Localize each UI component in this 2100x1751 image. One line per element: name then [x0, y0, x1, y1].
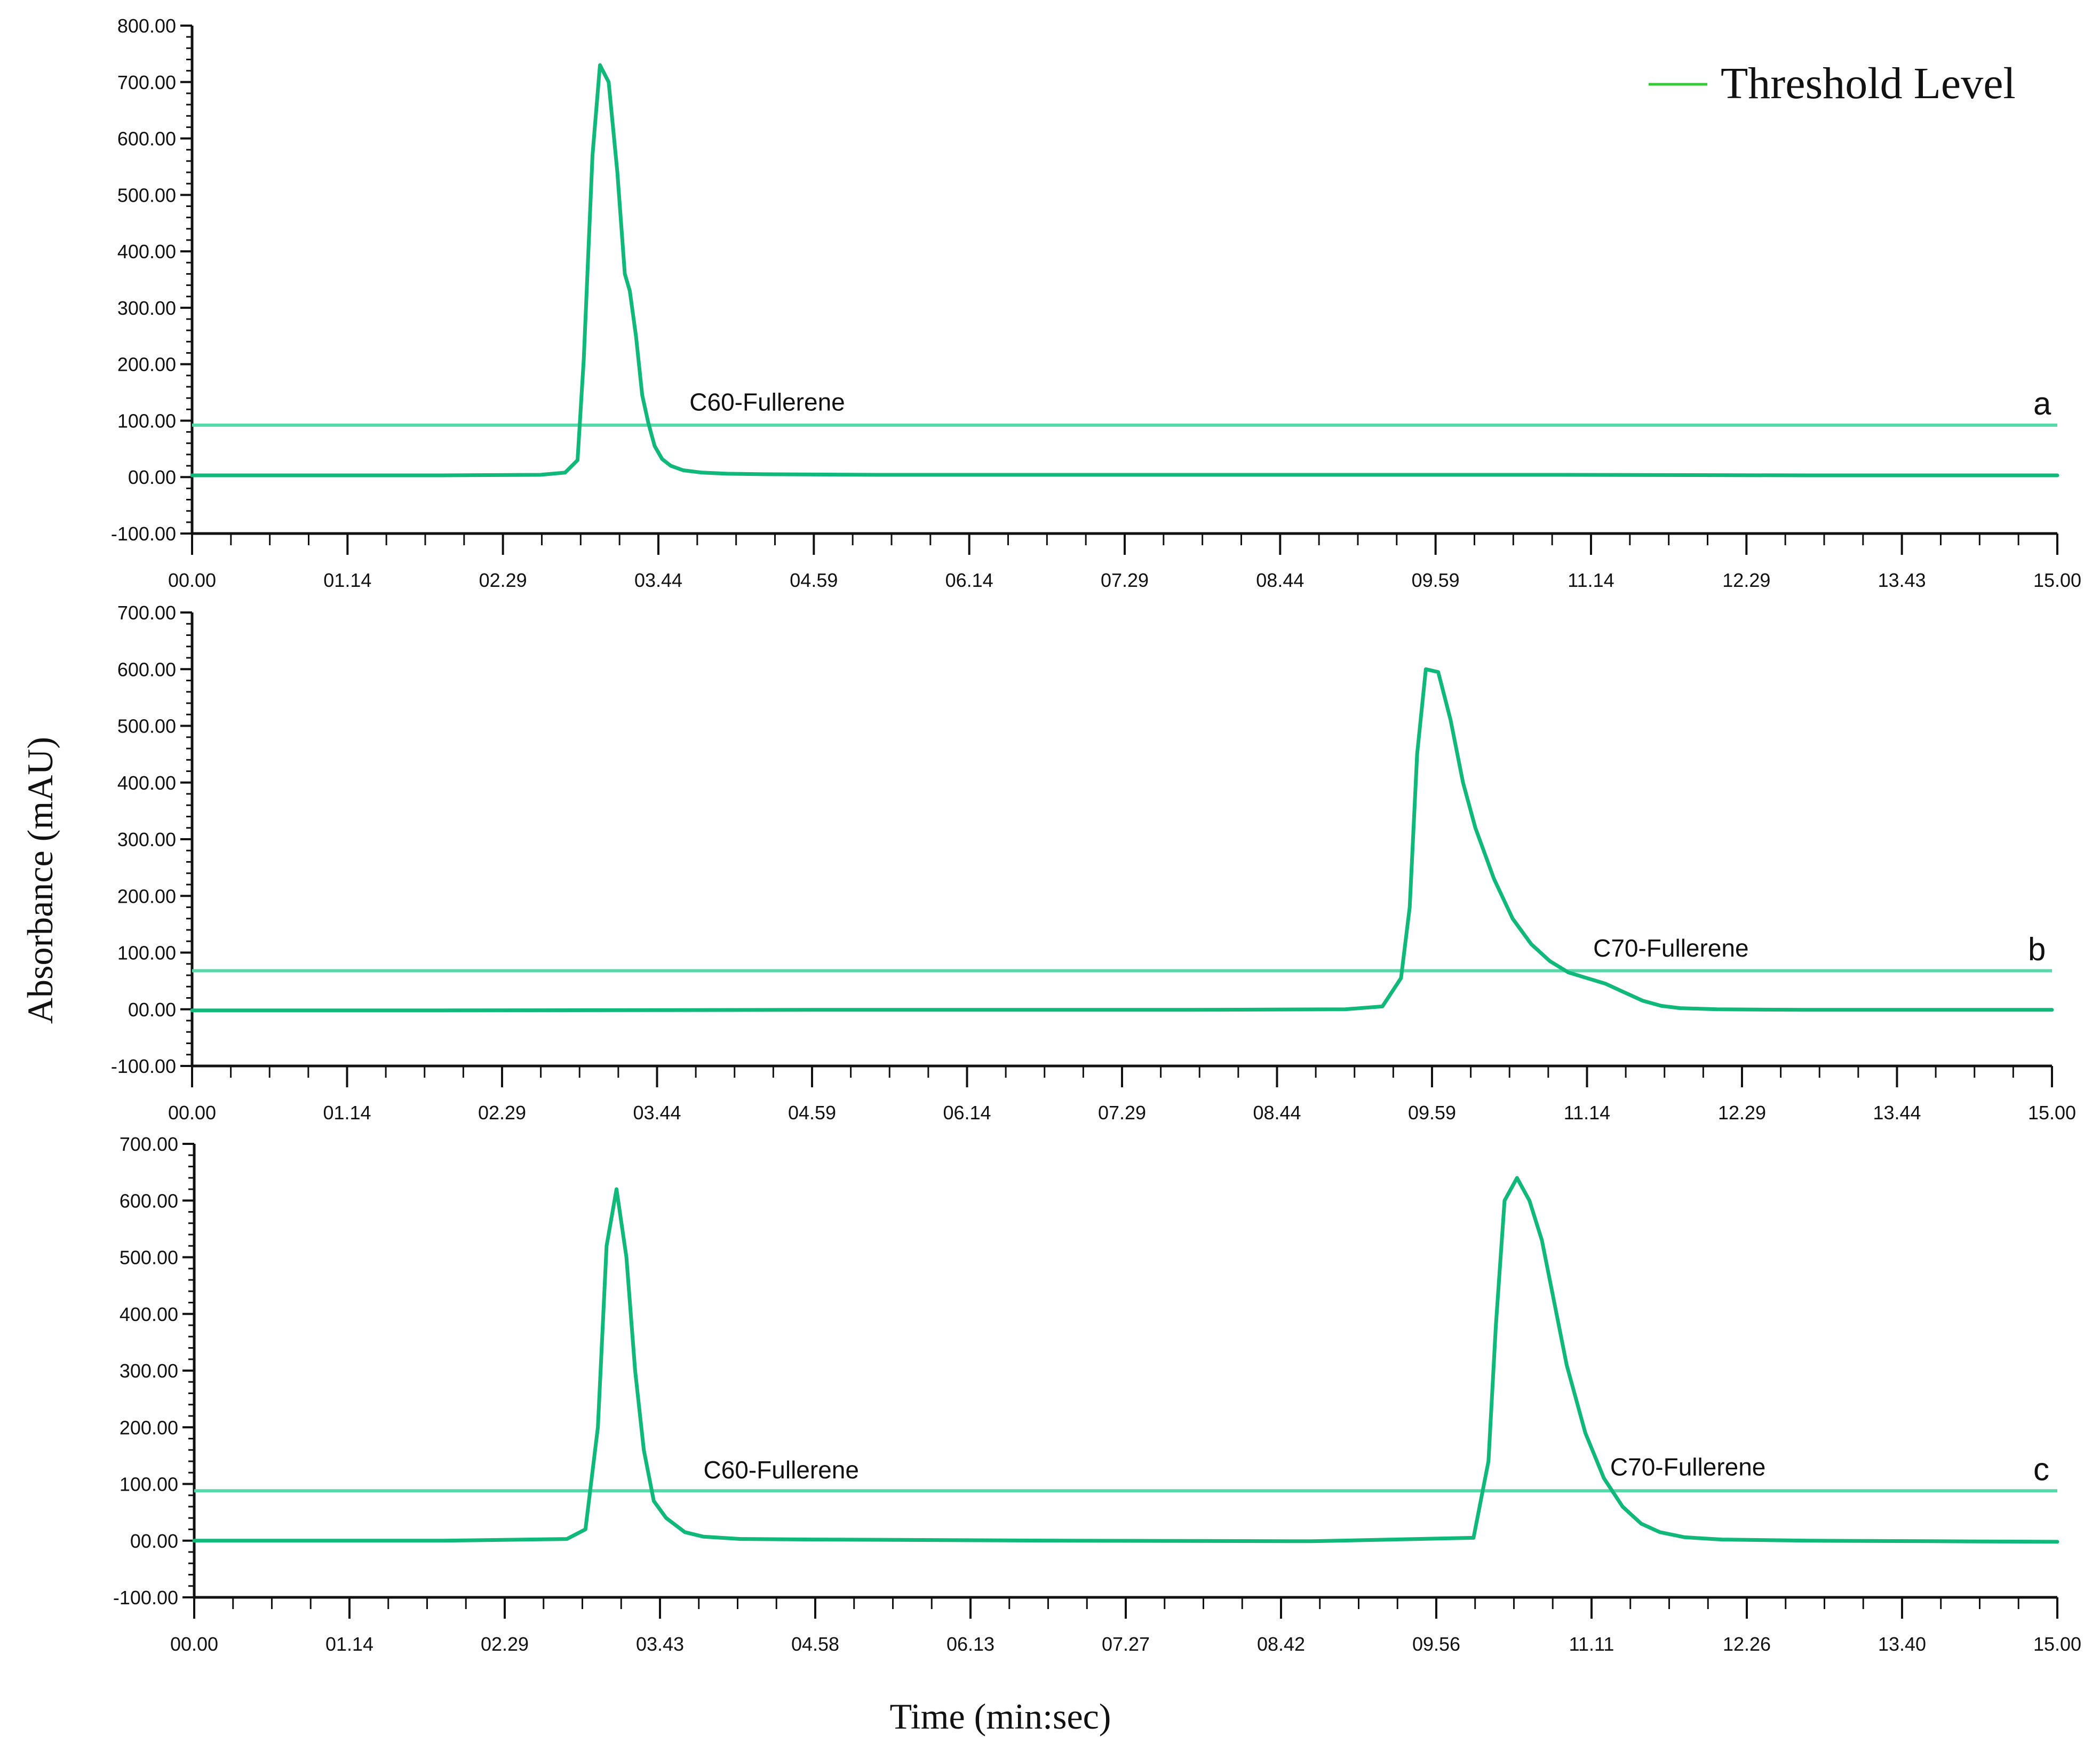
x-tick-label: 03.43 [636, 1633, 684, 1655]
legend-threshold-label: Threshold Level [1721, 59, 2016, 108]
y-tick-label: 300.00 [117, 297, 176, 319]
y-tick-label: 00.00 [128, 466, 176, 488]
panel-c: -100.00 00.00 100.00 200.00 300.00 400.00 500.… [113, 1133, 2081, 1655]
x-tick-label: 11.14 [1564, 1102, 1610, 1124]
x-tick-label: 12.26 [1723, 1633, 1771, 1655]
x-tick-label: 02.29 [479, 569, 527, 591]
y-tick-label: 100.00 [117, 942, 176, 964]
x-tick-label: 13.44 [1873, 1102, 1921, 1124]
x-tick-label: 04.58 [791, 1633, 839, 1655]
panel-a: -100.00 00.00 100.00 200.00 300.00 400.00 500.… [111, 15, 2081, 591]
y-tick-label: 100.00 [120, 1474, 178, 1495]
series-line [190, 63, 2059, 477]
y-tick-label: 500.00 [120, 1247, 178, 1269]
x-tick-label: 08.42 [1257, 1633, 1305, 1655]
x-axis-title: Time (min:sec) [890, 1696, 1111, 1737]
x-tick-label: 13.40 [1878, 1633, 1926, 1655]
x-tick-label: 07.27 [1102, 1633, 1150, 1655]
x-tick-label: 06.13 [946, 1633, 995, 1655]
y-tick-label: 400.00 [117, 772, 176, 794]
y-tick-label: 200.00 [117, 354, 176, 376]
x-tick-label: 12.29 [1718, 1102, 1766, 1124]
y-tick-label: 600.00 [120, 1190, 178, 1212]
panel-letter: c [2033, 1451, 2049, 1487]
y-tick-label: 500.00 [117, 184, 176, 206]
x-tick-label: 01.14 [323, 1102, 371, 1124]
x-tick-label: 13.43 [1878, 569, 1926, 591]
x-tick-label: 07.29 [1101, 569, 1149, 591]
x-tick-label: 00.00 [168, 1102, 216, 1124]
x-tick-label: 11.14 [1568, 569, 1614, 591]
x-tick-label: 07.29 [1098, 1102, 1146, 1124]
x-tick-label: 15.00 [2033, 1633, 2081, 1655]
x-tick-label: 12.29 [1722, 569, 1770, 591]
x-tick-label: 02.29 [481, 1633, 529, 1655]
x-tick-label: 08.44 [1256, 569, 1304, 591]
peak-annotation: C70-Fullerene [1593, 934, 1748, 962]
x-tick-label: 09.56 [1412, 1633, 1460, 1655]
panel-b: -100.00 00.00 100.00 200.00 300.00 400.00 500.… [111, 602, 2076, 1124]
y-tick-label: 300.00 [117, 829, 176, 850]
x-tick-label: 15.00 [2028, 1102, 2076, 1124]
y-tick-label: -100.00 [111, 523, 176, 545]
x-tick-label: 00.00 [168, 569, 216, 591]
x-tick-label: 06.14 [945, 569, 993, 591]
y-tick-label: 400.00 [120, 1303, 178, 1325]
legend: Threshold Level [1649, 59, 2016, 108]
y-tick-label: 00.00 [128, 999, 176, 1021]
y-tick-label: 200.00 [117, 885, 176, 907]
x-tick-label: 04.59 [790, 569, 838, 591]
y-tick-label: 200.00 [120, 1416, 178, 1438]
x-tick-label: 01.14 [325, 1633, 373, 1655]
panel-letter: b [2028, 932, 2046, 967]
y-tick-label: 800.00 [117, 15, 176, 37]
y-tick-label: 600.00 [117, 128, 176, 150]
x-tick-label: 03.44 [634, 569, 682, 591]
y-tick-label: 400.00 [117, 241, 176, 262]
x-tick-label: 15.00 [2033, 569, 2081, 591]
y-tick-label: 600.00 [117, 658, 176, 680]
series-line [192, 1176, 2059, 1544]
y-tick-label: 500.00 [117, 715, 176, 737]
y-tick-label: 300.00 [120, 1360, 178, 1382]
x-tick-label: 04.59 [788, 1102, 836, 1124]
y-tick-label: 00.00 [130, 1530, 178, 1552]
x-tick-label: 08.44 [1253, 1102, 1301, 1124]
y-tick-label: -100.00 [111, 1055, 176, 1077]
y-tick-label: 700.00 [117, 602, 176, 624]
x-tick-label: 00.00 [170, 1633, 218, 1655]
y-tick-label: -100.00 [113, 1587, 178, 1609]
peak-annotation: C70-Fullerene [1610, 1453, 1765, 1481]
y-axis-title: Absorbance (mAU) [20, 737, 60, 1024]
panels-container: -100.00 00.00 100.00 200.00 300.00 400.00 500.… [111, 15, 2081, 1655]
panel-letter: a [2033, 386, 2051, 421]
x-tick-label: 11.11 [1569, 1633, 1614, 1655]
x-tick-label: 09.59 [1408, 1102, 1456, 1124]
y-tick-label: 700.00 [117, 71, 176, 93]
x-tick-label: 03.44 [633, 1102, 681, 1124]
series-line [190, 667, 2054, 1013]
y-tick-label: 700.00 [120, 1133, 178, 1155]
peak-annotation: C60-Fullerene [689, 388, 845, 416]
peak-annotation: C60-Fullerene [703, 1456, 858, 1484]
x-tick-label: 09.59 [1412, 569, 1460, 591]
x-tick-label: 01.14 [323, 569, 371, 591]
x-tick-label: 06.14 [943, 1102, 991, 1124]
x-tick-label: 02.29 [478, 1102, 526, 1124]
y-tick-label: 100.00 [117, 410, 176, 432]
